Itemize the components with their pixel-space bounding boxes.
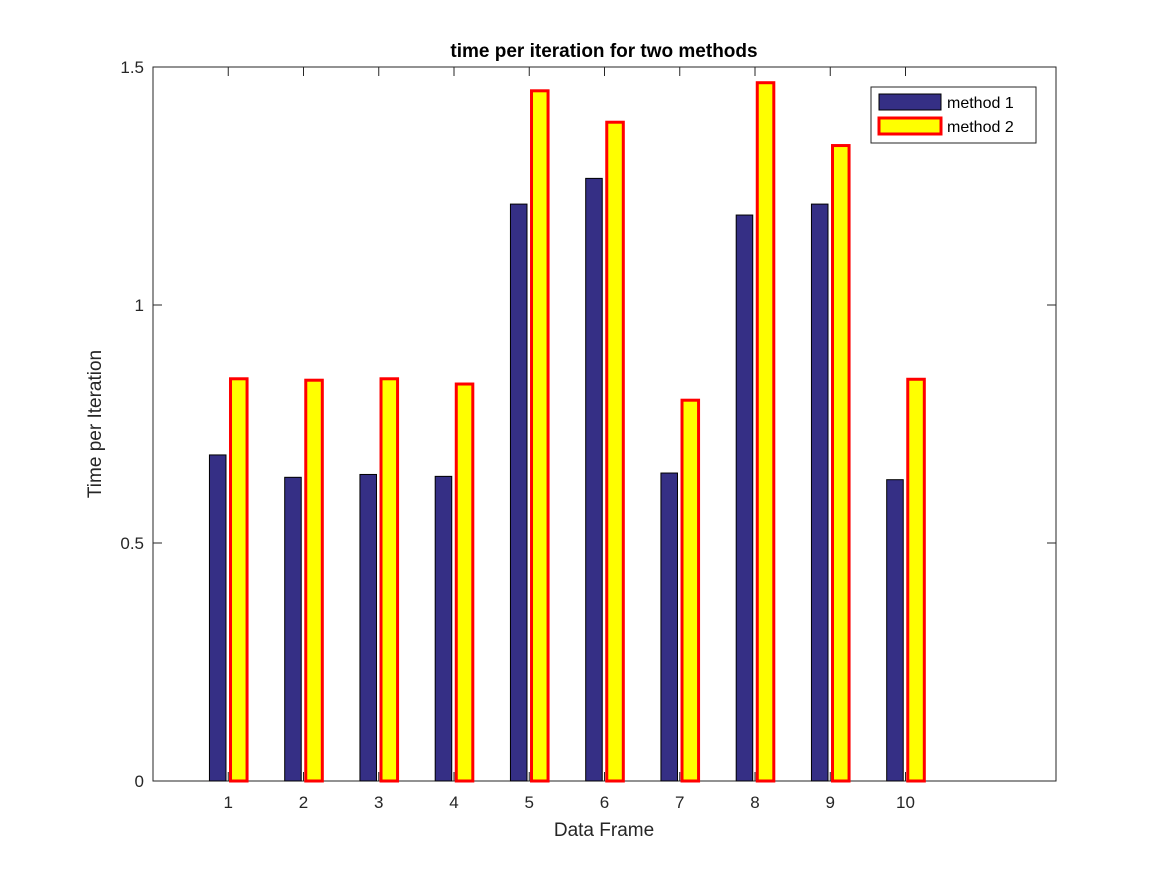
bar-series-2-frame-10	[906, 377, 926, 783]
bar-series-2-frame-5	[530, 89, 550, 783]
bar-series-1-frame-2	[284, 476, 302, 782]
bar-series-2-frame-6	[605, 120, 625, 783]
x-axis-label: Data Frame	[554, 820, 654, 841]
x-tick-label-9: 9	[826, 793, 835, 812]
bar-series-1-frame-6	[585, 177, 603, 782]
bar-series-1-frame-3	[359, 473, 377, 782]
axes-layer: 1 2 3 4 5 6 7 8 9 10 0 0.5 1 1.5	[120, 58, 1056, 812]
y-tick-label-0.5: 0.5	[120, 534, 144, 553]
bar-series-1-frame-10	[886, 479, 904, 782]
x-tick-label-1: 1	[224, 793, 233, 812]
legend-label-series-1: method 1	[947, 95, 1014, 112]
bar-series-1-frame-1	[208, 454, 227, 782]
y-axis-label: Time per Iteration	[85, 350, 106, 498]
bar-series-2-frame-8	[755, 81, 776, 783]
legend-label-series-2: method 2	[947, 119, 1014, 136]
x-tick-label-5: 5	[525, 793, 534, 812]
bar-series-2-frame-1	[229, 377, 249, 783]
bar-series-2-frame-3	[379, 377, 400, 783]
bar-series-1-frame-7	[660, 472, 678, 782]
x-tick-label-6: 6	[600, 793, 609, 812]
chart-title: time per iteration for two methods	[450, 41, 757, 62]
bar-series-1-frame-9	[810, 203, 829, 782]
bar-series-1-frame-8	[735, 214, 754, 782]
x-tick-label-10: 10	[896, 793, 915, 812]
bar-series-2-frame-7	[680, 398, 701, 783]
bar-series-1-frame-4	[434, 475, 453, 782]
y-tick-label-1.5: 1.5	[120, 58, 144, 77]
bar-series-2-frame-2	[304, 378, 324, 783]
y-tick-label-0: 0	[135, 772, 144, 791]
x-tick-label-8: 8	[750, 793, 759, 812]
legend-swatch-series-2	[877, 116, 943, 136]
bar-series-2-frame-4	[454, 382, 475, 783]
y-tick-label-1: 1	[135, 296, 144, 315]
plot-area	[152, 66, 1057, 782]
x-tick-label-2: 2	[299, 793, 308, 812]
legend-swatch-series-1	[878, 93, 942, 111]
legend: method 1 method 2	[870, 86, 1037, 144]
x-tick-label-7: 7	[675, 793, 684, 812]
bar-series-2-frame-9	[831, 144, 851, 783]
x-tick-label-4: 4	[449, 793, 458, 812]
bars-layer	[208, 81, 926, 783]
x-tick-label-3: 3	[374, 793, 383, 812]
bar-series-1-frame-5	[509, 203, 528, 782]
